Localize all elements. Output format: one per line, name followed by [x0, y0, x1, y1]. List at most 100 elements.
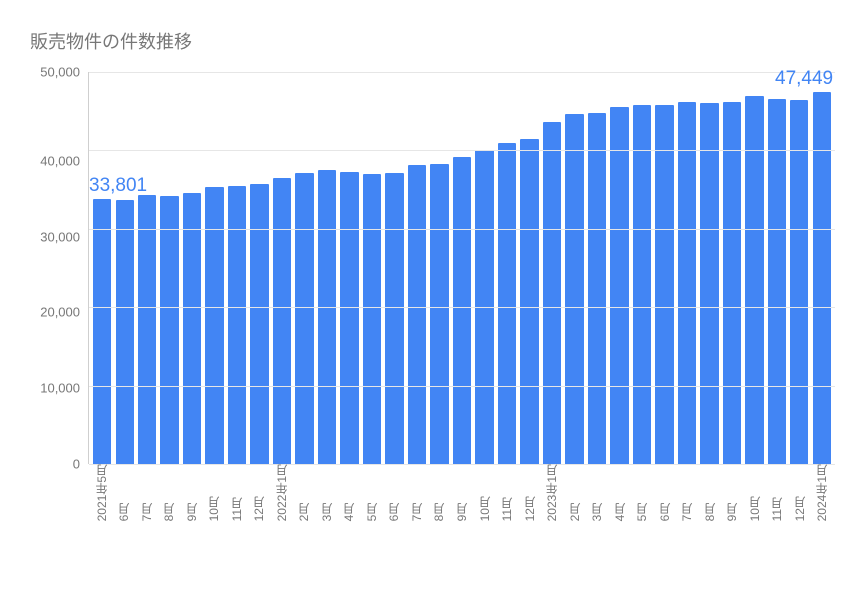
plot-area: 50,00040,00030,00020,00010,0000 33,80147… [30, 72, 835, 464]
x-slot: 8月 [698, 464, 721, 527]
x-slot: 7月 [675, 464, 698, 527]
x-slot: 2021年5月 [90, 464, 113, 527]
x-tick-label: 11月 [498, 464, 515, 527]
x-slot: 6月 [653, 464, 676, 527]
bar [700, 103, 718, 464]
x-slot: 6月 [113, 464, 136, 527]
bar [678, 102, 696, 464]
bar-slot [563, 72, 585, 464]
bar [813, 92, 831, 464]
bar [520, 139, 538, 464]
x-slot: 8月 [158, 464, 181, 527]
x-tick-label: 5月 [633, 464, 650, 527]
bar [565, 114, 583, 464]
bar-slot [608, 72, 630, 464]
bar-slot [406, 72, 428, 464]
bar-slot [158, 72, 180, 464]
bar-slot [338, 72, 360, 464]
bar-slot [698, 72, 720, 464]
bar-slot [203, 72, 225, 464]
chart-container: 販売物件の件数推移 50,00040,00030,00020,00010,000… [0, 0, 855, 594]
bar-slot [676, 72, 698, 464]
x-tick-label: 11月 [228, 464, 245, 527]
bar [295, 173, 313, 464]
x-slot: 12月 [248, 464, 271, 527]
x-slot: 9月 [180, 464, 203, 527]
x-tick-label: 4月 [340, 464, 357, 527]
bar-slot [248, 72, 270, 464]
plot: 33,80147,449 [88, 72, 835, 464]
x-slot: 11月 [495, 464, 518, 527]
bar-slot [496, 72, 518, 464]
x-slot: 3月 [315, 464, 338, 527]
x-axis: 2021年5月6月7月8月9月10月11月12月2022年1月2月3月4月5月6… [88, 464, 835, 527]
x-tick-label: 3月 [588, 464, 605, 527]
x-tick-label: 10月 [746, 464, 763, 527]
bar-slot [91, 72, 113, 464]
bar [745, 96, 763, 464]
bar-slot [473, 72, 495, 464]
x-tick-label: 2021年5月 [93, 464, 110, 527]
x-slot: 9月 [450, 464, 473, 527]
x-tick-label: 9月 [183, 464, 200, 527]
bar-slot [631, 72, 653, 464]
x-tick-label: 4月 [611, 464, 628, 527]
x-tick-label: 12月 [791, 464, 808, 527]
x-slot: 2月 [563, 464, 586, 527]
bar [610, 107, 628, 464]
gridline [89, 229, 835, 230]
x-slot: 2024年1月 [811, 464, 834, 527]
bar [588, 113, 606, 464]
bar-slot [788, 72, 810, 464]
x-tick-label: 2024年1月 [813, 464, 830, 527]
bar-slot [361, 72, 383, 464]
x-slot: 5月 [630, 464, 653, 527]
x-tick-label: 7月 [678, 464, 695, 527]
x-tick-label: 9月 [453, 464, 470, 527]
x-slot: 10月 [743, 464, 766, 527]
bar-slot [293, 72, 315, 464]
gridline [89, 307, 835, 308]
x-slot: 10月 [203, 464, 226, 527]
gridline [89, 72, 835, 73]
bar-slot [181, 72, 203, 464]
x-tick-label: 8月 [160, 464, 177, 527]
x-tick-label: 2023年1月 [543, 464, 560, 527]
gridline [89, 386, 835, 387]
bar [453, 157, 471, 464]
bar [93, 199, 111, 464]
y-tick-label: 30,000 [40, 230, 80, 243]
bar-slot [721, 72, 743, 464]
x-tick-label: 12月 [521, 464, 538, 527]
data-callout: 47,449 [775, 68, 833, 90]
x-slot: 5月 [360, 464, 383, 527]
bar [790, 100, 808, 464]
bar-slot [586, 72, 608, 464]
x-slot: 4月 [338, 464, 361, 527]
bar-slot [136, 72, 158, 464]
bar [183, 193, 201, 464]
bar-slot [811, 72, 833, 464]
bar-slot [113, 72, 135, 464]
x-tick-label: 10月 [205, 464, 222, 527]
bar-slot [226, 72, 248, 464]
bars-group [89, 72, 835, 464]
x-slot: 7月 [405, 464, 428, 527]
x-slot: 2月 [293, 464, 316, 527]
bar [116, 200, 134, 464]
bar-slot [653, 72, 675, 464]
y-tick-label: 20,000 [40, 306, 80, 319]
x-tick-label: 6月 [115, 464, 132, 527]
x-tick-label: 2月 [566, 464, 583, 527]
x-slot: 2023年1月 [540, 464, 563, 527]
y-tick-label: 40,000 [40, 154, 80, 167]
x-tick-label: 6月 [656, 464, 673, 527]
bar-slot [316, 72, 338, 464]
bar [318, 170, 336, 464]
x-slot: 11月 [225, 464, 248, 527]
x-tick-label: 12月 [250, 464, 267, 527]
y-axis: 50,00040,00030,00020,00010,0000 [30, 72, 88, 464]
y-tick-label: 50,000 [40, 66, 80, 79]
x-slot: 9月 [720, 464, 743, 527]
x-slot: 10月 [473, 464, 496, 527]
